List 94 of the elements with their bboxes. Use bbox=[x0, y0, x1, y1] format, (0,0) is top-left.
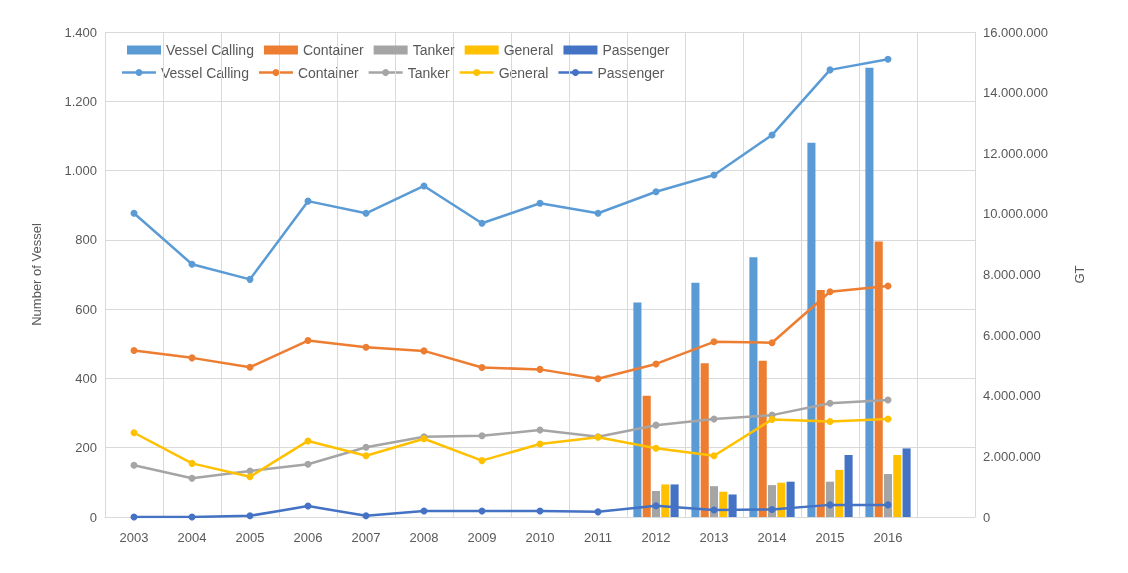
y-tick-label: 200 bbox=[75, 440, 97, 456]
point bbox=[594, 375, 602, 383]
legend-label: Tanker bbox=[407, 64, 450, 81]
bar bbox=[807, 142, 816, 517]
point bbox=[246, 363, 254, 371]
y2-tick-label: 16.000.000 bbox=[983, 24, 1049, 40]
point bbox=[652, 502, 660, 510]
y-tick-label: 400 bbox=[75, 370, 97, 386]
legend-label: Container bbox=[297, 64, 359, 81]
point bbox=[768, 415, 776, 423]
point bbox=[130, 429, 138, 437]
legend-label: Tanker bbox=[412, 42, 455, 58]
point bbox=[362, 512, 370, 520]
bar bbox=[902, 448, 911, 517]
y-axis-title: Number of Vessel bbox=[29, 223, 44, 326]
y-tick-label: 1.000 bbox=[64, 163, 97, 179]
legend-label: General bbox=[503, 42, 554, 58]
point bbox=[130, 209, 138, 217]
x-tick-label: 2014 bbox=[757, 530, 787, 545]
point bbox=[188, 260, 196, 268]
y-tick-label: 1.400 bbox=[64, 24, 97, 40]
point bbox=[304, 460, 312, 468]
point bbox=[362, 452, 370, 460]
x-tick-label: 2015 bbox=[815, 530, 845, 545]
y2-tick-label: 12.000.000 bbox=[983, 145, 1049, 161]
legend-label: Passenger bbox=[602, 42, 670, 58]
point bbox=[188, 459, 196, 467]
y2-tick-label: 6.000.000 bbox=[983, 327, 1041, 343]
point bbox=[478, 432, 486, 440]
point bbox=[884, 55, 892, 63]
y2-tick-label: 14.000.000 bbox=[983, 85, 1049, 101]
bar bbox=[835, 469, 844, 517]
point bbox=[768, 339, 776, 347]
point bbox=[710, 452, 718, 460]
point bbox=[710, 338, 718, 346]
point bbox=[246, 512, 254, 520]
point bbox=[536, 365, 544, 373]
bar bbox=[661, 484, 670, 517]
point bbox=[478, 457, 486, 465]
x-tick-label: 2004 bbox=[177, 530, 207, 545]
y2-tick-label: 0 bbox=[983, 509, 991, 525]
point bbox=[246, 473, 254, 481]
x-tick-label: 2003 bbox=[119, 530, 149, 545]
point bbox=[362, 443, 370, 451]
x-tick-label: 2005 bbox=[235, 530, 265, 545]
bar bbox=[749, 257, 758, 517]
legend-label: Vessel Calling bbox=[161, 64, 249, 81]
y2-tick-label: 8.000.000 bbox=[983, 267, 1041, 282]
point bbox=[246, 275, 254, 283]
y-tick-label: 600 bbox=[75, 301, 97, 317]
x-tick-label: 2006 bbox=[293, 530, 323, 545]
point bbox=[826, 399, 834, 407]
y2-tick-label: 4.000.000 bbox=[983, 388, 1041, 404]
point bbox=[130, 347, 138, 355]
bar bbox=[758, 360, 767, 517]
bar bbox=[777, 482, 786, 517]
x-tick-label: 2012 bbox=[641, 530, 671, 545]
y-tick-label: 0 bbox=[89, 509, 97, 525]
point bbox=[652, 188, 660, 196]
y-tick-label: 1.200 bbox=[64, 93, 97, 109]
point bbox=[826, 288, 834, 296]
legend-label: Vessel Calling bbox=[166, 42, 254, 58]
point bbox=[478, 219, 486, 227]
y2-axis-title: GT bbox=[1072, 265, 1087, 284]
x-tick-label: 2010 bbox=[525, 530, 555, 545]
x-tick-label: 2009 bbox=[467, 530, 497, 545]
point bbox=[478, 364, 486, 372]
x-tick-label: 2016 bbox=[873, 530, 903, 545]
y-tick-label: 800 bbox=[75, 232, 97, 248]
x-tick-label: 2008 bbox=[409, 530, 439, 545]
bar bbox=[700, 363, 709, 517]
point bbox=[826, 418, 834, 426]
point bbox=[362, 343, 370, 351]
point bbox=[536, 199, 544, 207]
point bbox=[594, 209, 602, 217]
x-tick-label: 2007 bbox=[351, 530, 381, 545]
point bbox=[188, 474, 196, 482]
point bbox=[362, 209, 370, 217]
point bbox=[768, 505, 776, 513]
bar bbox=[865, 67, 874, 517]
y2-tick-label: 10.000.000 bbox=[983, 206, 1049, 222]
bar bbox=[633, 302, 642, 517]
point bbox=[304, 337, 312, 345]
legend-label: Passenger bbox=[597, 64, 665, 81]
bar bbox=[642, 395, 651, 517]
legend-label: Container bbox=[302, 42, 364, 58]
bar bbox=[719, 491, 728, 517]
point bbox=[652, 444, 660, 452]
x-tick-label: 2013 bbox=[699, 530, 729, 545]
legend-label: General bbox=[498, 64, 549, 81]
y2-tick-label: 2.000.000 bbox=[983, 448, 1041, 464]
bar bbox=[691, 282, 700, 517]
bar bbox=[893, 454, 902, 517]
x-tick-label: 2011 bbox=[584, 530, 612, 545]
